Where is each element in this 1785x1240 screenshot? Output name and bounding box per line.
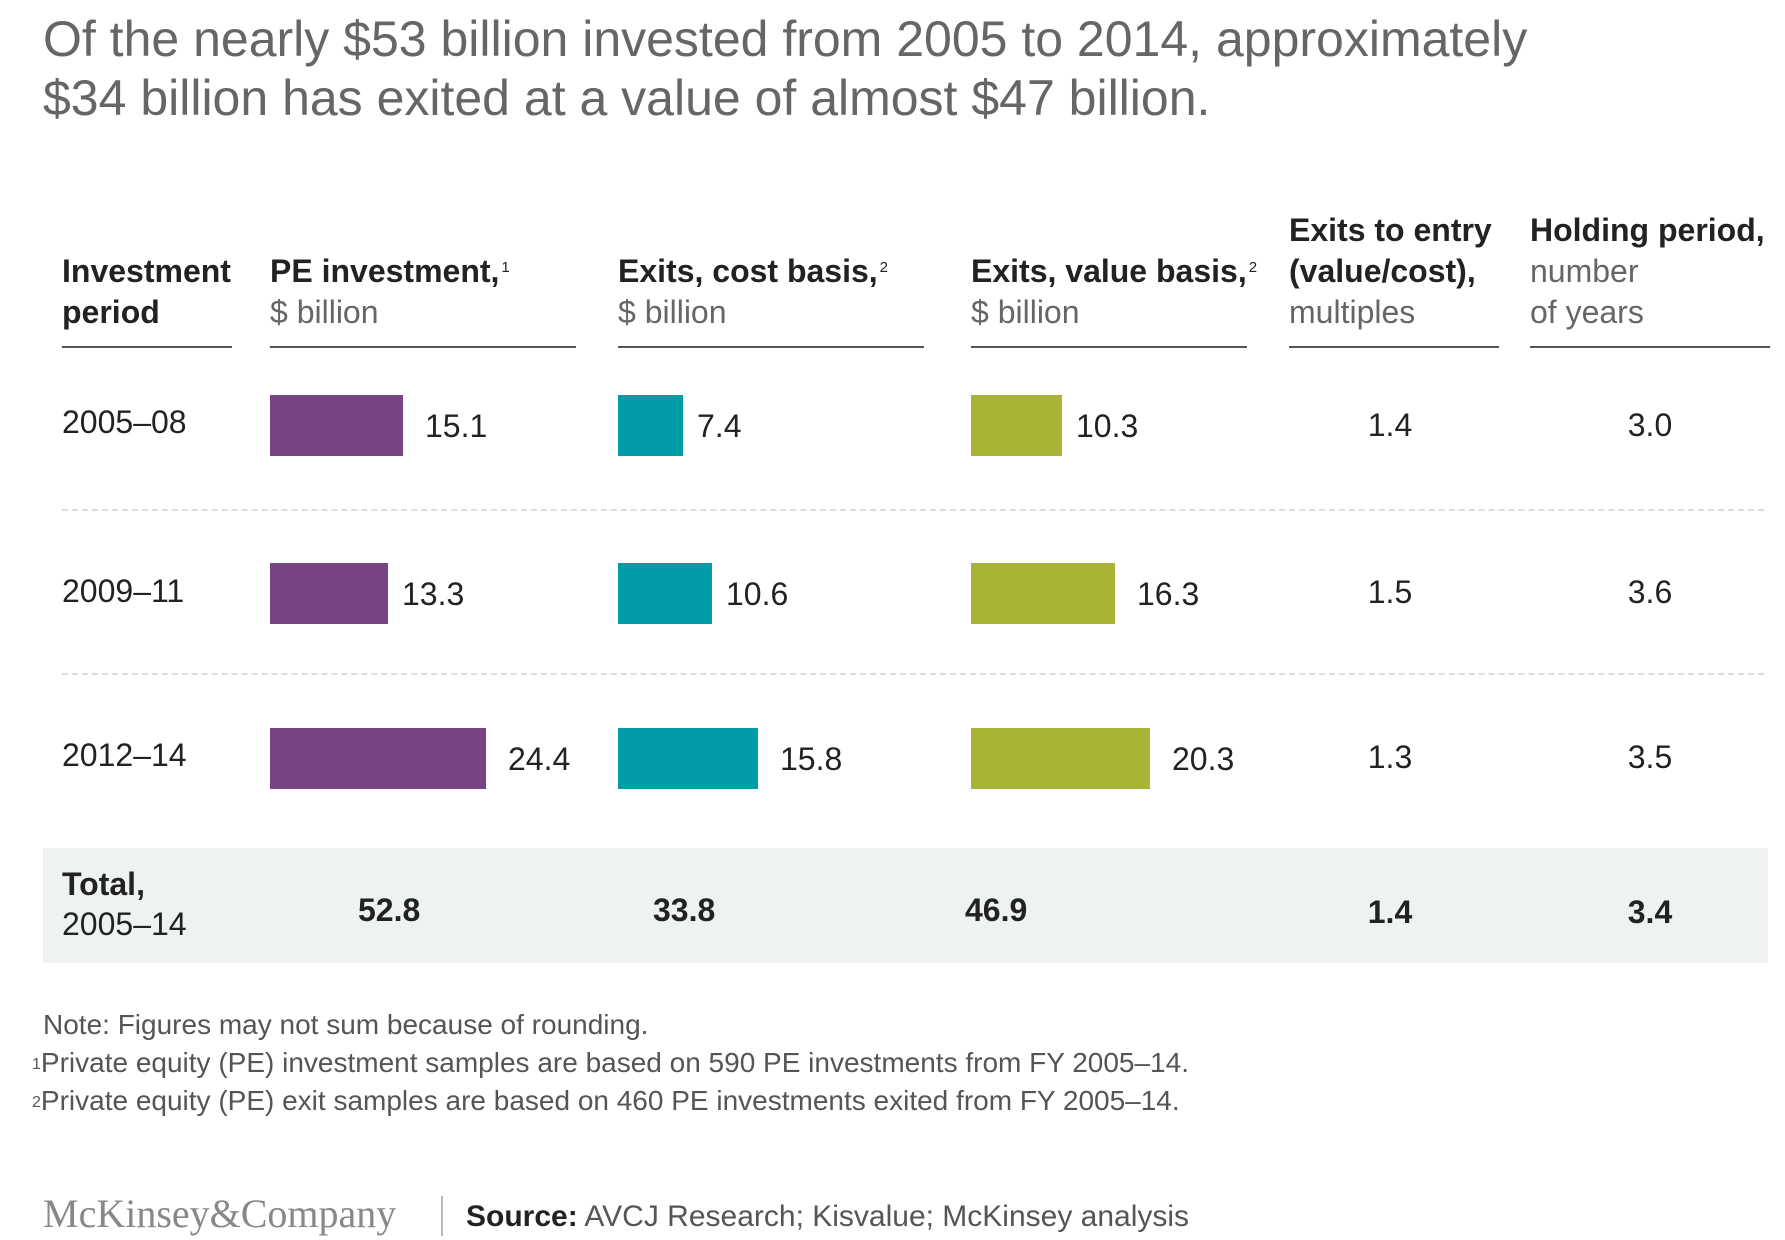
header-exits-cost-label: Exits, cost basis, [618,253,878,289]
total-label: Total, [62,866,145,902]
header-holding-line-1: Holding period, [1530,212,1765,248]
header-multiples-line-1: Exits to entry [1289,212,1492,248]
total-period: 2005–14 [62,906,187,942]
row-separator [62,673,1764,675]
bar-exits-cost [618,395,683,456]
footnote-1-mark: 1 [32,1056,41,1073]
bar-exits-value [971,395,1062,456]
holding-period-value: 3.6 [1627,574,1673,610]
header-rule-exits-value [971,346,1247,348]
value-label-pe-investment: 24.4 [508,741,571,777]
header-pe-investment: PE investment, 1 $ billion [270,251,510,333]
header-rule-holding [1530,346,1770,348]
footnote-1-text: Private equity (PE) investment samples a… [40,1047,1189,1078]
value-label-exits-value: 16.3 [1137,576,1200,612]
bar-exits-cost [618,563,712,624]
header-holding-period: Holding period, number of years [1530,210,1765,333]
total-multiple: 1.4 [1367,894,1413,930]
value-label-exits-value: 20.3 [1172,741,1235,777]
header-rule-period [62,346,232,348]
multiple-value: 1.3 [1367,739,1413,775]
footnote-2: 2Private equity (PE) exit samples are ba… [32,1082,1189,1120]
header-period-line-1: Investment [62,253,231,289]
header-exits-value: Exits, value basis, 2 $ billion [971,251,1257,333]
source-label: Source: [466,1200,578,1233]
value-label-exits-cost: 10.6 [726,576,789,612]
header-exits-value-unit: $ billion [971,294,1080,330]
chart-title: Of the nearly $53 billion invested from … [43,10,1743,128]
bar-pe-investment [270,728,486,789]
header-holding-line-2: number [1530,253,1639,289]
footnote-1: 1Private equity (PE) investment samples … [32,1044,1189,1082]
multiple-value: 1.4 [1367,407,1413,443]
footnote-2-text: Private equity (PE) exit samples are bas… [40,1085,1180,1116]
title-line-1: Of the nearly $53 billion invested from … [43,11,1528,67]
header-holding-line-3: of years [1530,294,1644,330]
title-line-2: $34 billion has exited at a value of alm… [43,70,1211,126]
footer-divider [441,1196,443,1236]
total-row-label: Total, 2005–14 [62,864,187,944]
value-label-pe-investment: 13.3 [402,576,465,612]
header-multiples: Exits to entry (value/cost), multiples [1289,210,1492,333]
note-rounding: Note: Figures may not sum because of rou… [43,1009,649,1040]
source-text: AVCJ Research; Kisvalue; McKinsey analys… [577,1200,1190,1233]
header-multiples-line-3: multiples [1289,294,1416,330]
row-period-label: 2012–14 [62,737,187,773]
source-line: Source: AVCJ Research; Kisvalue; McKinse… [466,1197,1189,1237]
total-exits-cost: 33.8 [653,892,716,928]
header-exits-cost-unit: $ billion [618,294,727,330]
total-row [43,848,1768,963]
bar-exits-value [971,728,1150,789]
header-period-line-2: period [62,294,160,330]
total-exits-value: 46.9 [965,892,1028,928]
header-pe-label: PE investment, [270,253,500,289]
mckinsey-logo: McKinsey&Company [43,1191,397,1236]
total-pe-investment: 52.8 [358,892,421,928]
row-period-label: 2009–11 [62,573,185,609]
holding-period-value: 3.5 [1627,739,1673,775]
row-period-label: 2005–08 [62,404,187,440]
header-multiples-line-2: (value/cost), [1289,253,1476,289]
header-rule-multiples [1289,346,1499,348]
header-exits-value-footnote-mark: 2 [1248,259,1258,276]
footnotes: Note: Figures may not sum because of rou… [32,1006,1189,1120]
bar-exits-cost [618,728,758,789]
bar-pe-investment [270,395,403,456]
header-pe-footnote-mark: 1 [501,259,510,276]
header-period: Investment period [62,251,231,333]
footnote-2-mark: 2 [32,1094,41,1111]
header-exits-cost: Exits, cost basis, 2 $ billion [618,251,888,333]
total-holding-period: 3.4 [1627,894,1673,930]
bar-exits-value [971,563,1115,624]
holding-period-value: 3.0 [1627,407,1673,443]
row-separator [62,509,1764,511]
header-rule-exits-cost [618,346,924,348]
header-rule-pe [270,346,576,348]
header-exits-cost-footnote-mark: 2 [879,259,889,276]
multiple-value: 1.5 [1367,574,1413,610]
value-label-exits-cost: 7.4 [697,408,742,444]
value-label-exits-value: 10.3 [1076,408,1139,444]
header-exits-value-label: Exits, value basis, [971,253,1247,289]
value-label-exits-cost: 15.8 [780,741,843,777]
value-label-pe-investment: 15.1 [425,408,488,444]
bar-pe-investment [270,563,388,624]
header-pe-unit: $ billion [270,294,379,330]
